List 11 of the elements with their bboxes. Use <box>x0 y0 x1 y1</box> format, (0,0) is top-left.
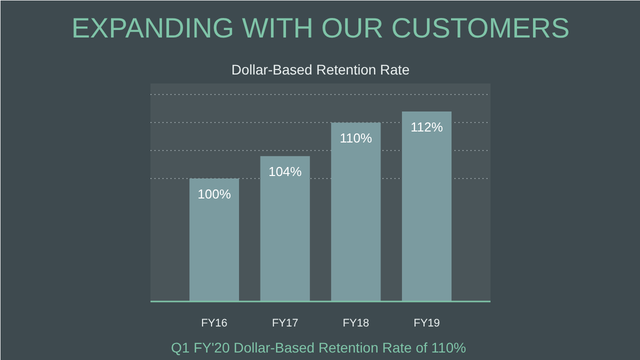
x-tick-label: FY18 <box>342 318 370 330</box>
x-tick-label: FY16 <box>201 318 228 330</box>
text: Q1 FY'20 Dollar-Based Retention Rate of 110% <box>171 340 466 356</box>
data-label: 110% <box>340 130 372 146</box>
x-tick-label: FY17 <box>272 318 298 330</box>
data-label: 100% <box>198 186 232 202</box>
data-label: 104% <box>268 164 302 180</box>
data-label: 112% <box>410 119 444 134</box>
x-tick-label: FY19 <box>414 318 440 330</box>
chart-subtitle: Dollar-Based Retention Rate <box>231 62 410 78</box>
chart-title: EXPANDING WITH OUR CUSTOMERS <box>71 12 570 44</box>
